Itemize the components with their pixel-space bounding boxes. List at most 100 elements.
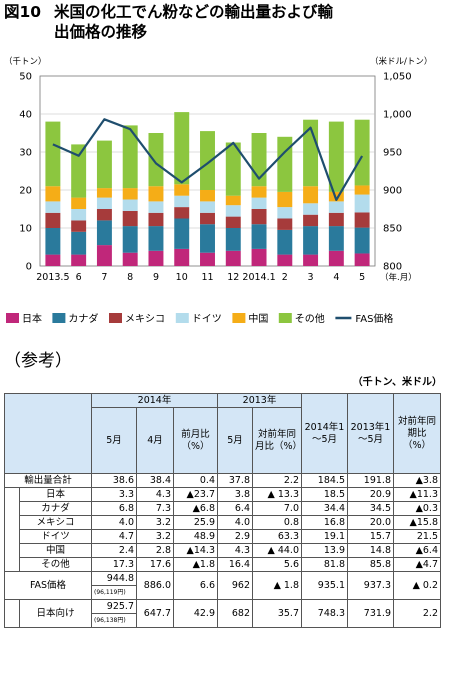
header-apr14: 4月 [136,407,174,474]
legend-label: ドイツ [192,314,222,325]
bar-segment [96,220,112,246]
table-cell: 935.1 [301,571,348,600]
table-cell: 17.6 [136,557,174,572]
table-row: 日本向け 925.7 647.7 42.9 682 35.7 748.3 731.9 2.2 [4,599,441,628]
indent-cell [4,599,20,628]
bar-segment [45,212,61,228]
table-cell: ▲ 44.0 [252,543,302,558]
bar-segment [200,224,215,253]
bar-segment [200,190,215,202]
row-label: FAS価格 [4,571,92,600]
bar-segment [174,112,190,185]
table-cell: 34.5 [347,501,394,516]
table-cell: 6.4 [217,501,253,516]
bar-segment [71,254,87,266]
legend-label: FAS価格 [355,312,393,325]
table-row: メキシコ 4.0 3.2 25.9 4.0 0.8 16.8 20.0 ▲15.8 [5,515,441,530]
legend-label: 日本 [22,312,42,325]
bar-segment [174,184,190,196]
table-row: その他 17.3 17.6 ▲1.8 16.4 5.6 81.8 85.8 ▲4.7 [5,557,441,572]
bar-segment [277,136,293,192]
bar-segment [354,119,370,186]
bar-segment [96,197,112,209]
table-cell: ▲6.8 [173,501,218,516]
table-cell: 20.0 [347,515,394,530]
header-mom: 前月比（%） [173,407,218,474]
bar-segment [148,226,164,251]
bar-segment [303,186,319,204]
header-may14: 5月 [91,407,137,474]
table-cell: 4.3 [136,487,174,502]
bar-segment [354,227,370,254]
legend-label: カナダ [68,312,98,325]
y-left-tick-label: 20 [19,186,32,197]
table-cell: 937.3 [347,571,394,600]
header-ytd13: 2013年1～5月 [347,393,394,474]
y-left-tick-label: 50 [19,72,32,83]
table-cell: 85.8 [347,557,394,572]
legend-swatch [175,313,189,323]
y-right-tick-label: 850 [383,224,402,235]
table-cell: 18.5 [301,487,348,502]
bar-segment [251,209,267,225]
bar-segment [225,142,241,196]
table-cell: ▲1.8 [173,557,218,572]
table-cell: 81.8 [301,557,348,572]
table-cell: 7.3 [136,501,174,516]
table-cell: ▲14.3 [173,543,218,558]
bar-segment [277,191,293,208]
bar-segment [303,254,319,266]
bar-segment [122,252,138,266]
table-cell: ▲ 13.3 [252,487,302,502]
bar-segment [45,228,61,255]
table-row: FAS価格 944.8 886.0 6.6 962 ▲ 1.8 935.1 937.3 ▲ 0.… [4,571,441,600]
bar-segment [148,186,164,202]
table-cell: 0.4 [173,473,218,488]
table-cell: 7.0 [252,501,302,516]
table-cell: 0.8 [252,515,302,530]
export-chart: 0 10 20 30 40 50 800 850 900 950 1,000 1,050 （千トン） （米… [4,56,432,325]
row-label: メキシコ [19,515,92,530]
table-cell: 6.8 [91,501,137,516]
table-cell: 2.2 [252,473,302,488]
bar-segment [200,212,215,225]
bar-segment [328,191,344,202]
x-tick-label: 10 [176,272,188,283]
table-cell: 34.4 [301,501,348,516]
table-cell: 15.7 [347,529,394,544]
row-label: 日本向け [19,599,92,628]
y-left-tick-label: 30 [19,148,32,159]
row-label: カナダ [19,501,92,516]
bar-segment [148,250,164,266]
figure-title: 図10 米国の化工でん粉などの輸出量および輸 出価格の推移 [4,2,333,42]
bar-segment [174,248,190,266]
table-cell: ▲ 1.8 [252,571,302,600]
row-label: ドイツ [19,529,92,544]
x-tick-label: 2 [282,272,288,283]
legend-label: 中国 [248,312,268,325]
table-cell: 38.4 [136,473,174,488]
table-cell: ▲3.8 [393,473,441,488]
bar-segment [328,226,344,251]
table-cell: 13.9 [301,543,348,558]
bar-segment [71,197,87,209]
x-unit: （年.月） [380,272,417,283]
table-cell: 4.3 [217,543,253,558]
header-ytd14: 2014年1～5月 [301,393,348,474]
bar-segment [45,186,61,202]
table-cell: 5.6 [252,557,302,572]
bar-segment [225,195,241,206]
y-left-tick-label: 10 [19,224,32,235]
header-may13: 5月 [217,407,253,474]
table-cell: 25.9 [173,515,218,530]
bar-segment [122,125,138,189]
bar-segment [45,201,61,213]
bar-segment [96,188,112,198]
table-cell: 20.9 [347,487,394,502]
fas-price-line [52,118,364,201]
header-blank [4,393,92,474]
row-label: 中国 [19,543,92,558]
legend-label: メキシコ [125,314,165,325]
table-cell: 962 [217,571,253,600]
bar-segment [354,212,370,228]
